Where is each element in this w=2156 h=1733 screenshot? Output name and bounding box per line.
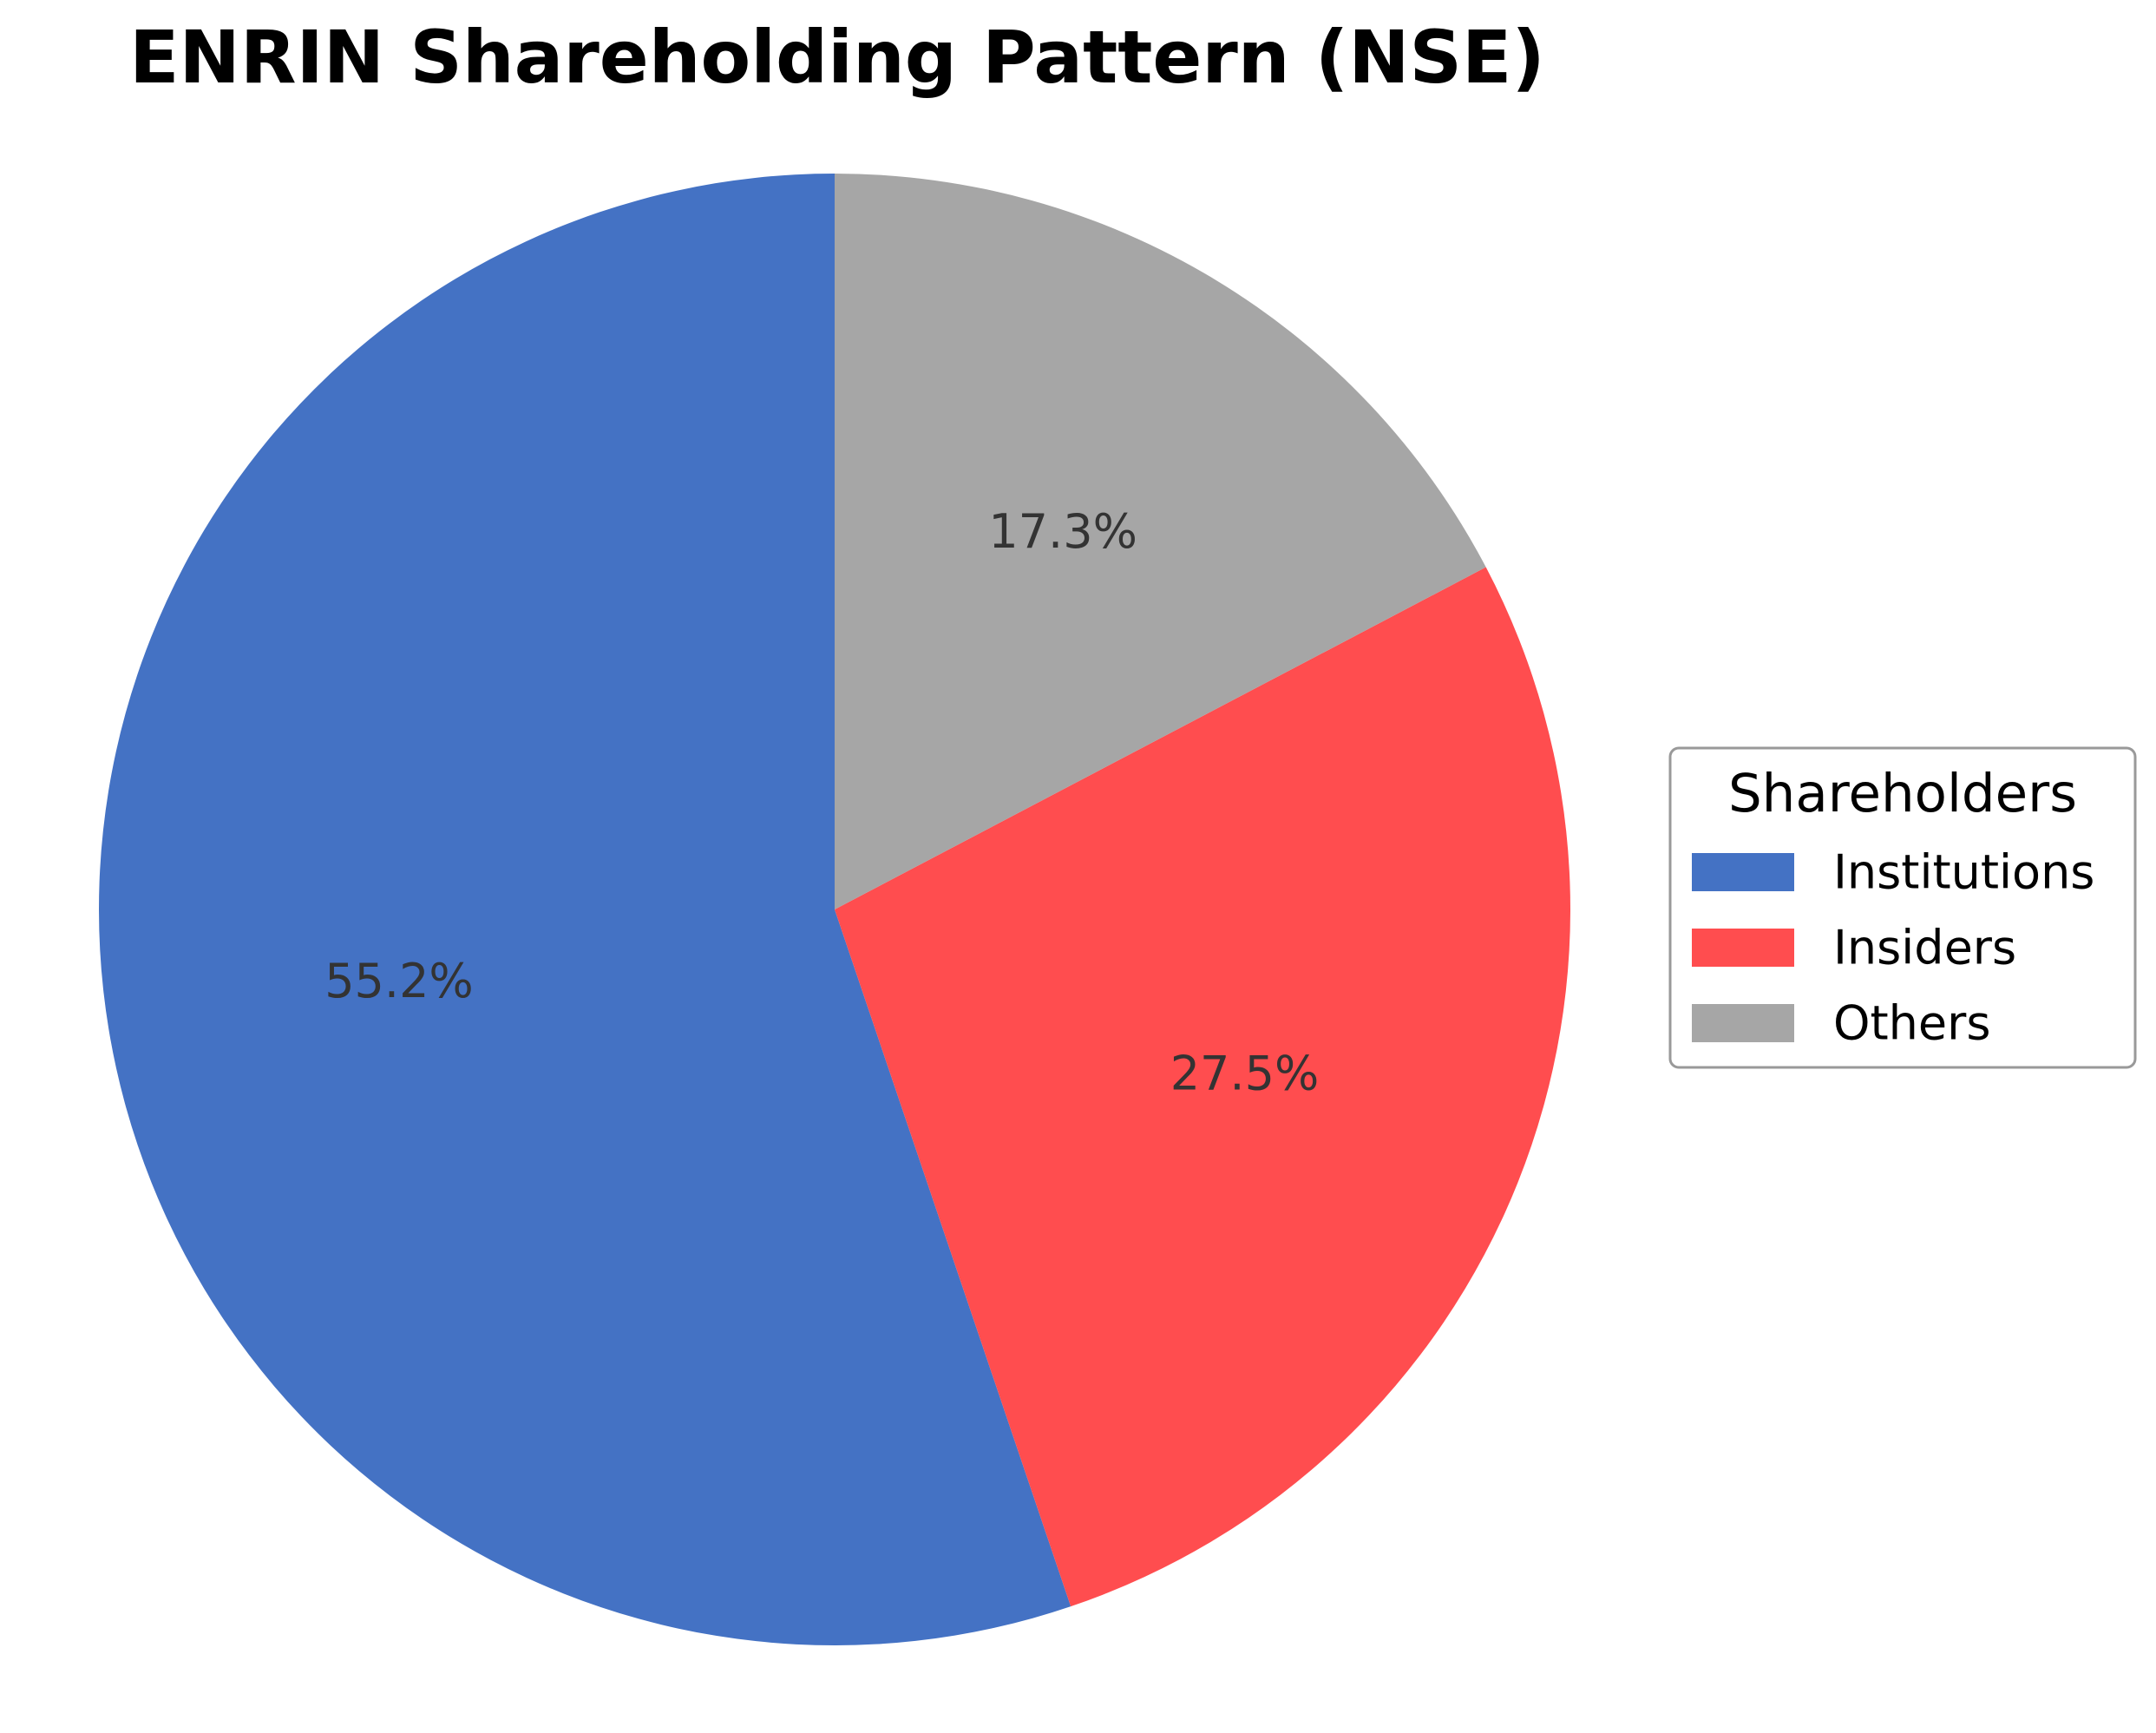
legend-label-others: Others: [1833, 996, 1990, 1051]
legend-swatch-institutions: [1692, 853, 1794, 891]
chart-title: ENRIN Shareholding Pattern (NSE): [129, 15, 1545, 100]
legend-title: Shareholders: [1728, 763, 2077, 824]
pie-label-institutions: 55.2%: [324, 954, 474, 1008]
legend: Shareholders Institutions Insiders Others: [1668, 746, 2137, 1069]
pie-slice-others: [835, 174, 1486, 909]
legend-label-institutions: Institutions: [1833, 845, 2094, 900]
legend-swatch-insiders: [1692, 929, 1794, 967]
legend-items: Institutions Insiders Others: [1692, 845, 2094, 1051]
legend-label-insiders: Insiders: [1833, 921, 2016, 975]
pie-slices: [99, 174, 1570, 1646]
pie-slice-insiders: [835, 567, 1570, 1607]
legend-swatch-others: [1692, 1004, 1794, 1042]
pie-slice-institutions: [99, 174, 1071, 1646]
pie-label-others: 17.3%: [988, 504, 1137, 559]
legend-frame: [1668, 746, 2137, 1069]
pie-slice-labels: 55.2% 27.5% 17.3%: [324, 504, 1319, 1100]
pie-label-insiders: 27.5%: [1170, 1046, 1320, 1100]
